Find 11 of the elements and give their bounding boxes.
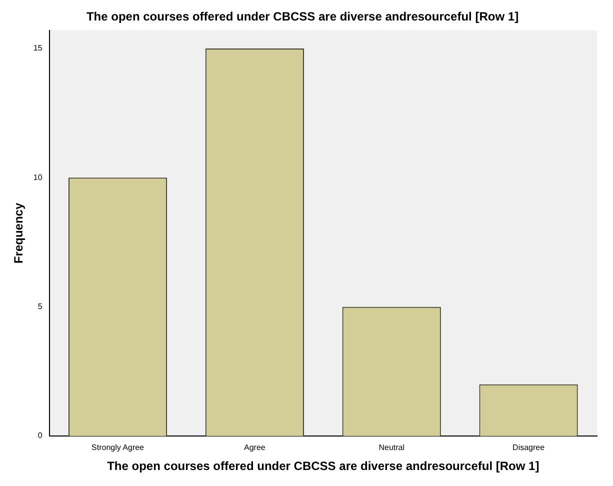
x-tick-label: Agree [244, 443, 266, 452]
x-tick-label: Strongly Agree [92, 443, 145, 452]
x-tick-label: Disagree [512, 443, 546, 452]
x-tick-label: Neutral [378, 443, 405, 452]
y-tick-label: 10 [33, 172, 43, 182]
y-tick-label: 15 [33, 44, 43, 53]
y-tick-label: 0 [38, 431, 43, 440]
y-axis-title: Frequency [12, 202, 26, 264]
chart-title: The open courses offered under CBCSS are diverse andresourceful [Row 1] [86, 10, 519, 24]
x-axis-title: The open courses offered under CBCSS are diverse andresourceful [Row 1] [107, 459, 540, 474]
y-tick-label: 5 [38, 302, 43, 312]
